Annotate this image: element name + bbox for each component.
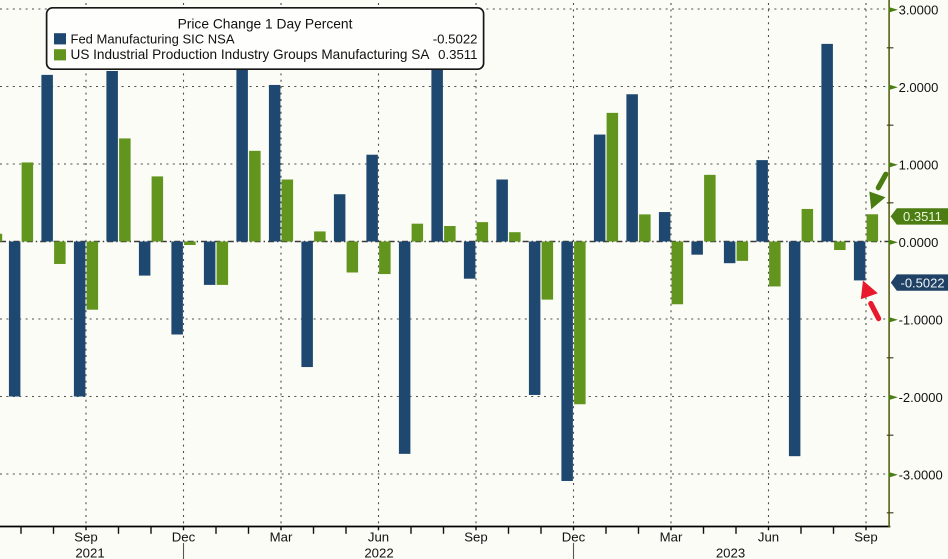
svg-text:Fed Manufacturing SIC NSA: Fed Manufacturing SIC NSA <box>71 31 235 46</box>
svg-text:0.0000: 0.0000 <box>899 235 939 250</box>
svg-text:Mar: Mar <box>660 530 683 545</box>
svg-text:Jun: Jun <box>368 530 389 545</box>
svg-text:Jun: Jun <box>758 530 779 545</box>
svg-text:3.0000: 3.0000 <box>899 2 939 17</box>
svg-text:1.0000: 1.0000 <box>899 157 939 172</box>
svg-text:2.0000: 2.0000 <box>899 80 939 95</box>
svg-text:Mar: Mar <box>270 530 293 545</box>
svg-text:Sep: Sep <box>854 530 877 545</box>
svg-text:Dec: Dec <box>562 530 586 545</box>
svg-text:Sep: Sep <box>464 530 487 545</box>
svg-text:Price Change 1 Day Percent: Price Change 1 Day Percent <box>178 17 353 32</box>
svg-text:Sep: Sep <box>74 530 97 545</box>
svg-text:-0.5022: -0.5022 <box>433 31 478 46</box>
svg-text:2021: 2021 <box>75 546 104 559</box>
svg-text:2023: 2023 <box>716 546 745 559</box>
svg-text:0.3511: 0.3511 <box>903 209 942 224</box>
svg-text:-2.0000: -2.0000 <box>899 390 943 405</box>
svg-text:US Industrial Production Indus: US Industrial Production Industry Groups… <box>71 47 431 62</box>
svg-text:0.3511: 0.3511 <box>438 47 477 62</box>
svg-text:-0.5022: -0.5022 <box>901 275 945 290</box>
svg-text:-3.0000: -3.0000 <box>899 467 943 482</box>
svg-text:2022: 2022 <box>364 546 393 559</box>
svg-text:Dec: Dec <box>172 530 196 545</box>
svg-text:-1.0000: -1.0000 <box>899 312 943 327</box>
